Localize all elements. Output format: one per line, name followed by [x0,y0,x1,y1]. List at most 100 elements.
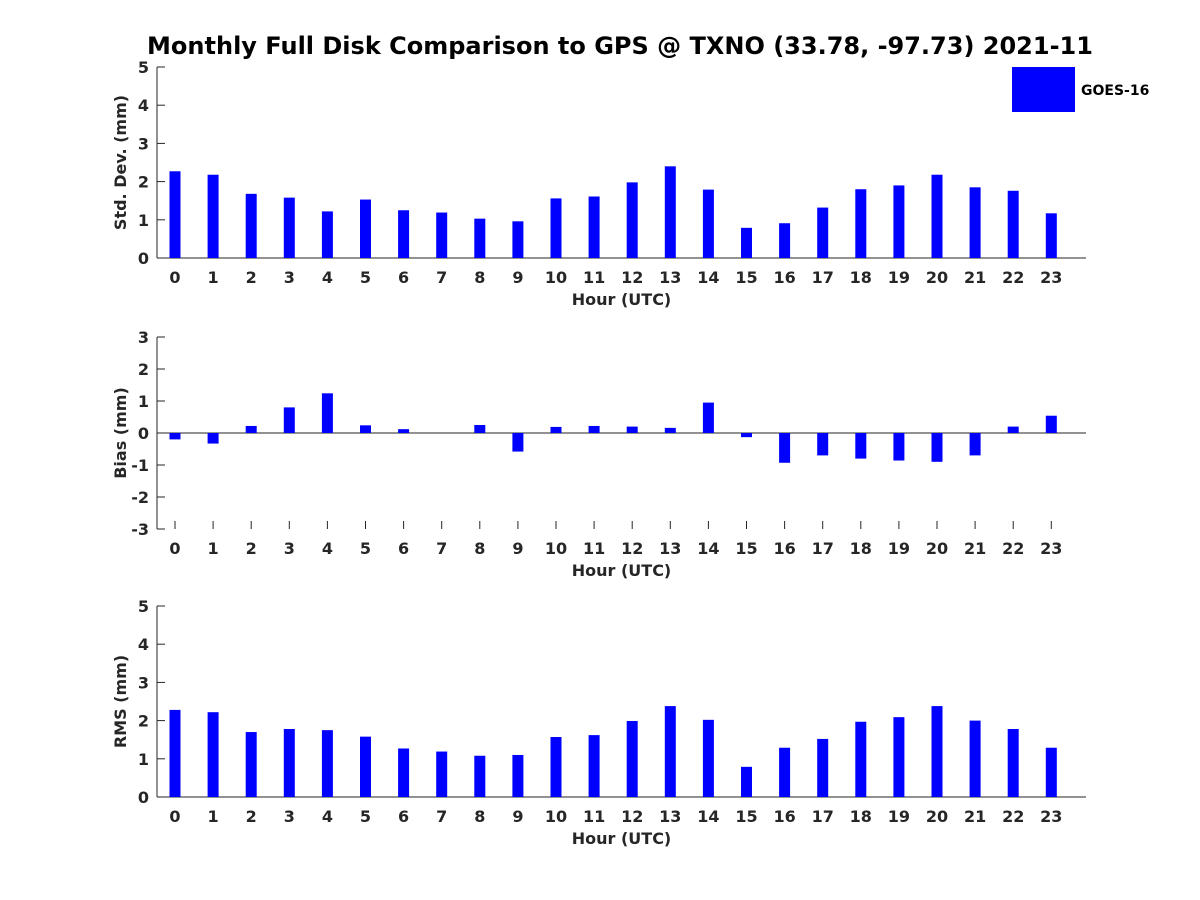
bar-hour-15 [741,227,752,258]
y-tick-label: 4 [138,96,149,115]
y-tick-label: 3 [138,673,149,692]
bar-hour-4 [321,393,333,433]
bar-hour-21 [969,187,981,258]
x-tick-label: 17 [812,268,834,287]
legend: GOES-16 [1012,67,1149,112]
bar-hour-23 [1045,213,1057,258]
x-tick-label: 9 [512,539,523,558]
x-tick-label: 6 [398,539,409,558]
y-tick-label: 5 [138,597,149,616]
x-tick-label: 17 [812,539,834,558]
x-tick-label: 18 [850,539,872,558]
bar-hour-1 [207,174,219,258]
x-tick-label: 23 [1040,268,1062,287]
bar-hour-3 [283,197,295,258]
bar-hour-16 [779,747,791,797]
x-tick-label: 11 [583,807,605,826]
bar-hour-23 [1045,747,1057,797]
bar-hour-18 [855,721,867,797]
bar-hour-8 [474,755,486,797]
bar-hour-15 [741,433,752,438]
x-tick-label: 18 [850,268,872,287]
y-tick-label: -3 [131,520,149,539]
x-tick-label: 3 [284,268,295,287]
bar-hour-1 [207,433,219,444]
bar-hour-9 [512,433,524,452]
bar-hour-14 [702,189,714,258]
x-tick-label: 6 [398,807,409,826]
x-tick-label: 12 [621,268,643,287]
x-tick-label: 11 [583,268,605,287]
y-axis-label: Bias (mm) [111,387,130,479]
bar-hour-0 [169,433,181,440]
x-tick-label: 21 [964,268,986,287]
x-tick-label: 14 [697,539,719,558]
x-tick-label: 22 [1002,807,1024,826]
bar-hour-14 [702,402,714,433]
bar-hour-20 [931,174,943,258]
x-tick-label: 10 [545,268,567,287]
x-tick-label: 19 [888,807,910,826]
bar-hour-18 [855,189,867,258]
bar-hour-17 [817,433,829,456]
x-tick-label: 19 [888,268,910,287]
bar-hour-7 [436,751,448,797]
bar-hour-21 [969,720,981,797]
bar-hour-21 [969,433,981,456]
bar-hour-17 [817,207,829,258]
bar-hour-16 [779,433,791,463]
bar-hour-3 [283,729,295,797]
bar-hour-12 [626,426,638,433]
bar-hour-4 [321,730,333,797]
y-tick-label: 3 [138,134,149,153]
bar-hour-2 [245,193,257,258]
x-tick-label: 10 [545,539,567,558]
x-tick-label: 0 [169,807,180,826]
bar-hour-1 [207,712,219,797]
x-tick-label: 5 [360,539,371,558]
bar-hour-5 [360,425,371,433]
y-tick-label: 1 [138,750,149,769]
y-tick-label: 5 [138,58,149,77]
y-axis-label: RMS (mm) [111,655,130,748]
x-tick-label: 22 [1002,268,1024,287]
bar-hour-8 [474,425,486,433]
y-axis-label: Std. Dev. (mm) [111,95,130,230]
y-tick-label: 2 [138,360,149,379]
y-tick-label: 0 [138,424,149,443]
x-tick-label: 8 [474,539,485,558]
x-tick-label: 5 [360,268,371,287]
x-tick-label: 9 [512,268,523,287]
bar-hour-11 [588,425,600,433]
bar-hour-2 [245,425,257,433]
bar-hour-2 [245,732,257,797]
bar-hour-13 [664,427,676,433]
x-tick-label: 3 [284,539,295,558]
bar-hour-6 [398,210,410,258]
x-tick-label: 0 [169,268,180,287]
x-tick-label: 14 [697,807,719,826]
bar-hour-16 [779,223,791,258]
x-tick-label: 7 [436,807,447,826]
x-tick-label: 2 [246,268,257,287]
bar-hour-14 [702,719,714,797]
y-tick-label: 4 [138,635,149,654]
x-tick-label: 22 [1002,539,1024,558]
x-tick-label: 0 [169,539,180,558]
y-tick-label: 2 [138,173,149,192]
x-tick-label: 7 [436,539,447,558]
bar-hour-11 [588,735,600,797]
x-tick-label: 15 [735,268,757,287]
bar-hour-10 [550,198,562,258]
bar-hour-5 [360,199,371,258]
bar-hour-10 [550,737,562,797]
bar-hour-19 [893,717,905,797]
bar-hour-23 [1045,415,1057,433]
x-tick-label: 12 [621,807,643,826]
bar-hour-4 [321,211,333,258]
bar-hour-12 [626,720,638,797]
chart-title: Monthly Full Disk Comparison to GPS @ TX… [147,32,1093,60]
